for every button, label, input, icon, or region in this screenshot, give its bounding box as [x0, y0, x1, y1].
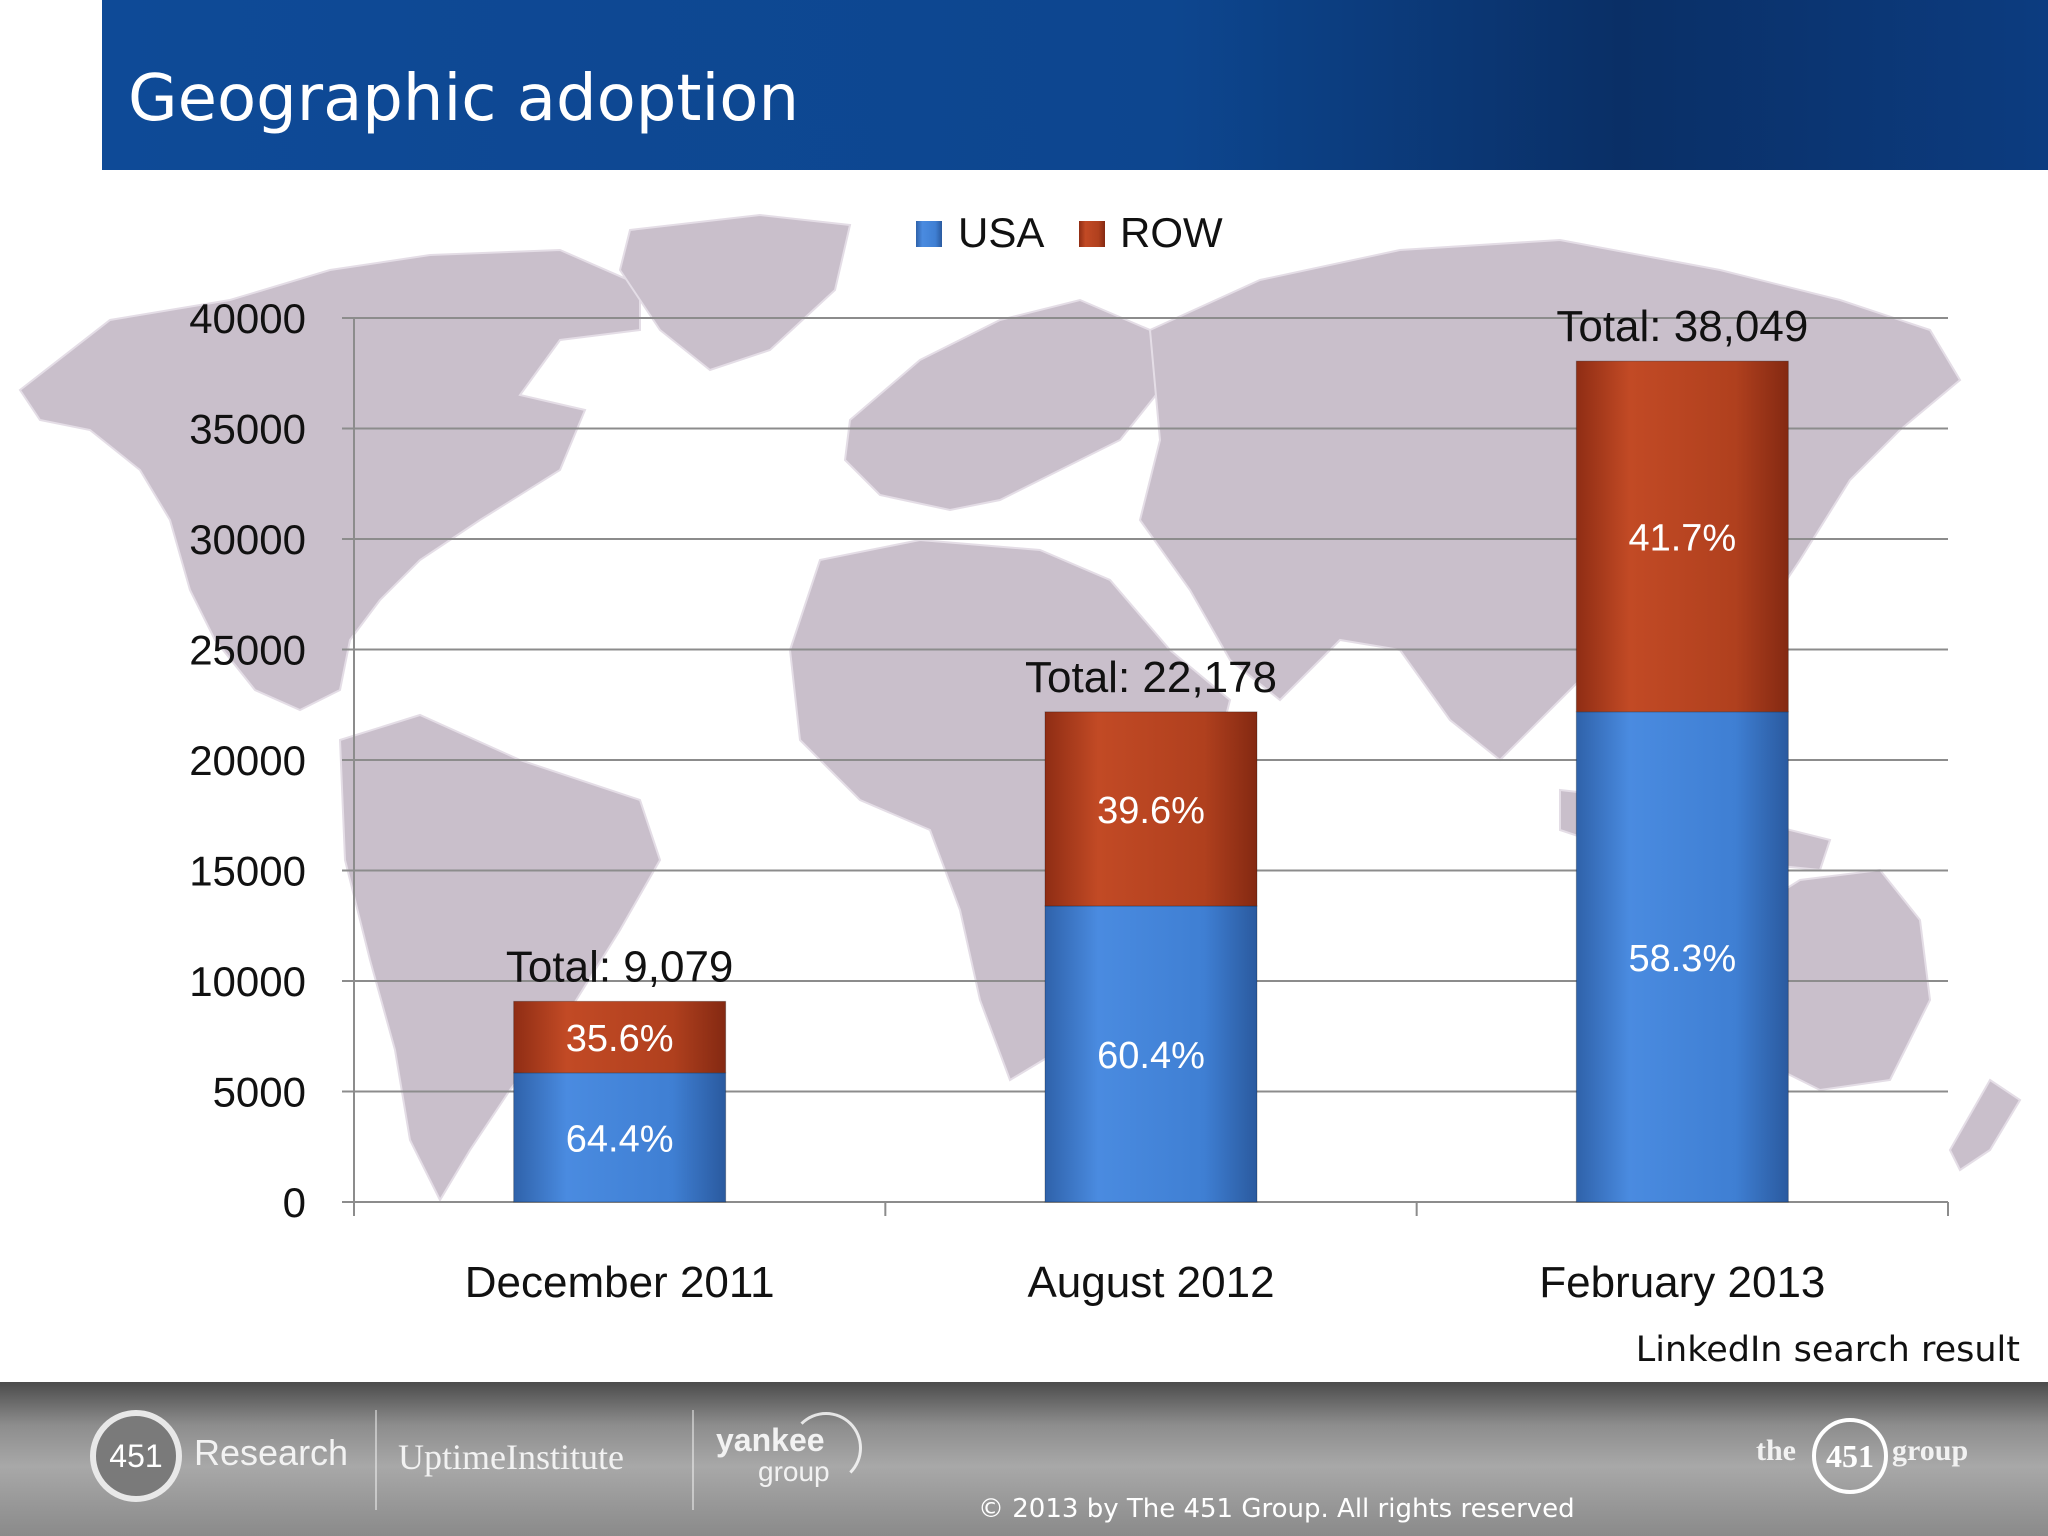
legend-swatch-usa	[916, 221, 942, 247]
logo-group-word: group	[1892, 1434, 1969, 1467]
footer-bar: 451 Research UptimeInstitute yankee grou…	[0, 1382, 2048, 1536]
segment-labels: 64.4% 35.6% 60.4% 39.6% 58.3% 41.7%	[566, 517, 1736, 1160]
bars	[513, 360, 1789, 1203]
legend-label-row: ROW	[1120, 209, 1223, 256]
bar-usa	[513, 1072, 727, 1203]
x-axis-ticks	[353, 1202, 1949, 1216]
legend: USA ROW	[916, 209, 1223, 256]
y-tick-label: 10000	[189, 958, 306, 1005]
total-label: Total: 38,049	[1556, 302, 1808, 351]
segment-label: 64.4%	[566, 1118, 674, 1160]
y-tick-label: 5000	[213, 1069, 306, 1116]
source-note: LinkedIn search result	[1635, 1330, 2020, 1370]
segment-label: 39.6%	[1097, 790, 1205, 832]
bar-usa	[1575, 711, 1789, 1203]
total-label: Total: 22,178	[1025, 653, 1277, 702]
segment-label: 35.6%	[566, 1018, 674, 1060]
y-axis-labels: 0 5000 10000 15000 20000 25000 30000 35000 40000	[189, 295, 306, 1226]
copyright-notice: © 2013 by The 451 Group. All rights rese…	[978, 1494, 1575, 1524]
logo-451-research-badge: 451	[90, 1410, 182, 1502]
total-labels: Total: 9,079 Total: 22,178 Total: 38,049	[506, 302, 1808, 991]
stacked-bar-chart: 0 5000 10000 15000 20000 25000 30000 35000 40000…	[18, 209, 2022, 1307]
y-tick-label: 0	[283, 1179, 306, 1226]
title-banner	[102, 0, 2048, 170]
bar-row	[1044, 711, 1258, 907]
footer-divider-1	[375, 1410, 377, 1510]
y-tick-label: 15000	[189, 848, 306, 895]
y-tick-label: 20000	[189, 737, 306, 784]
map-greenland	[618, 213, 852, 372]
bar-row	[513, 1000, 727, 1074]
y-tick-label: 35000	[189, 406, 306, 453]
logo-451-research-word: Research	[194, 1432, 349, 1473]
legend-label-usa: USA	[958, 209, 1044, 256]
x-tick-label: February 2013	[1539, 1258, 1825, 1307]
x-axis-labels: December 2011 August 2012 February 2013	[465, 1258, 1826, 1307]
logo-group-the: the	[1756, 1434, 1796, 1467]
y-tick-label: 40000	[189, 295, 306, 342]
legend-swatch-row	[1079, 221, 1105, 247]
segment-label: 41.7%	[1628, 517, 1736, 559]
total-label: Total: 9,079	[506, 942, 734, 991]
bar-row	[1575, 360, 1789, 713]
segment-label: 58.3%	[1628, 938, 1736, 980]
logo-yankee-swoosh-icon	[790, 1412, 862, 1484]
slide-title: Geographic adoption	[128, 62, 799, 136]
map-south-america	[338, 713, 662, 1203]
logo-group-badge: 451	[1812, 1418, 1888, 1494]
footer-divider-2	[692, 1410, 694, 1510]
y-tick-label: 25000	[189, 627, 306, 674]
segment-label: 60.4%	[1097, 1035, 1205, 1077]
logo-uptime-institute: UptimeInstitute	[398, 1437, 624, 1477]
y-tick-label: 30000	[189, 516, 306, 563]
x-tick-label: August 2012	[1027, 1258, 1274, 1307]
logo-group-number: 451	[1826, 1438, 1874, 1474]
logo-451-number: 451	[109, 1438, 163, 1474]
map-europe	[843, 298, 1162, 512]
map-new-zealand	[1948, 1078, 2022, 1172]
x-tick-label: December 2011	[465, 1258, 775, 1307]
bar-usa	[1044, 905, 1258, 1203]
